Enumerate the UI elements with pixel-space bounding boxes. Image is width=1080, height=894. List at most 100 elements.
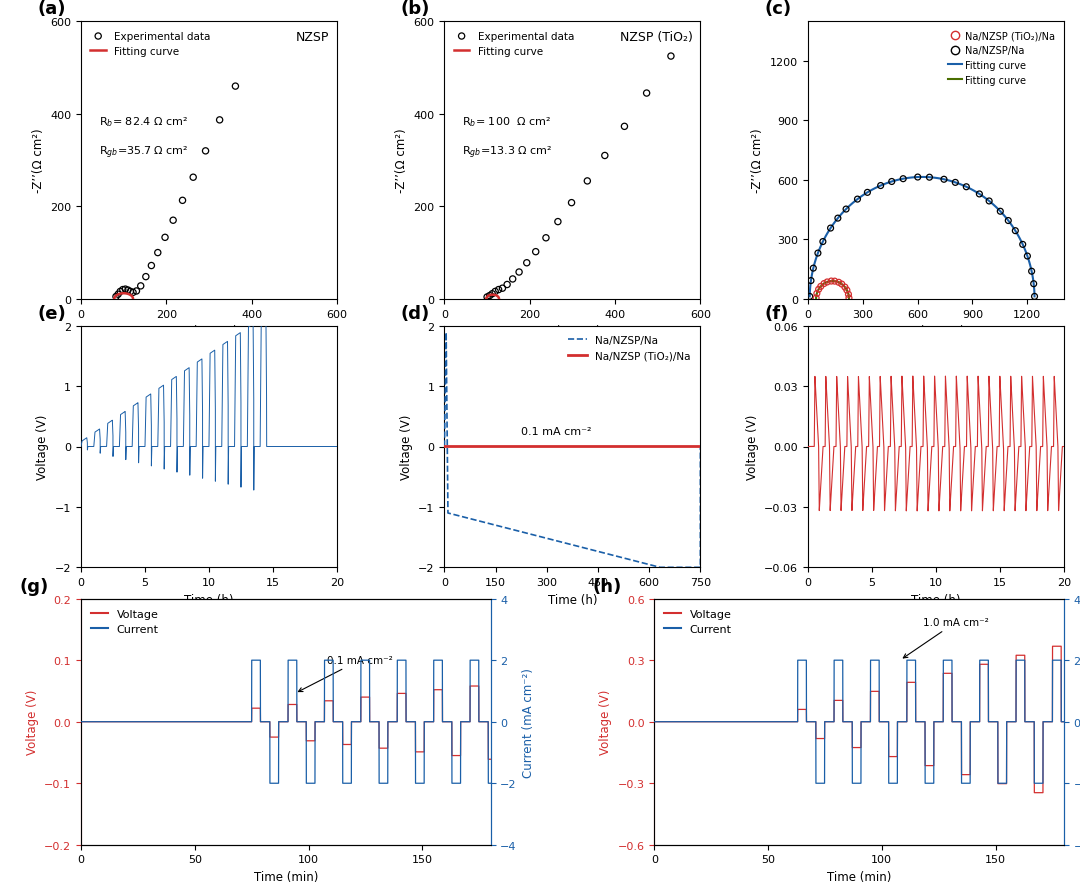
Legend: Experimental data, Fitting curve: Experimental data, Fitting curve xyxy=(449,28,578,61)
Line: Fitting curve: Fitting curve xyxy=(114,294,133,299)
Experimental data xyxy=(164,214,181,228)
Experimental data xyxy=(481,289,498,303)
Experimental data xyxy=(499,278,516,292)
Na/NZSP (TiO₂)/Na xyxy=(438,442,451,452)
X-axis label: Time (h): Time (h) xyxy=(912,593,960,606)
Na/NZSP (TiO₂)/Na xyxy=(590,442,603,452)
Text: (g): (g) xyxy=(19,578,49,595)
Point xyxy=(883,175,901,190)
X-axis label: Z’(Ω cm²): Z’(Ω cm²) xyxy=(544,325,600,338)
Experimental data xyxy=(662,50,679,64)
Fitting curve xyxy=(108,292,121,303)
Point xyxy=(1023,265,1040,279)
Y-axis label: -Z’’(Ω cm²): -Z’’(Ω cm²) xyxy=(31,129,44,193)
Fitting curve xyxy=(492,294,505,305)
Point xyxy=(840,291,858,306)
Y-axis label: Voltage (V): Voltage (V) xyxy=(37,414,50,480)
Point xyxy=(935,173,953,187)
Na/NZSP/Na xyxy=(590,546,603,557)
Point xyxy=(1014,238,1031,252)
Legend: Voltage, Current: Voltage, Current xyxy=(86,604,163,639)
Legend: Na/NZSP/Na, Na/NZSP (TiO₂)/Na: Na/NZSP/Na, Na/NZSP (TiO₂)/Na xyxy=(564,332,696,365)
Point xyxy=(826,274,843,289)
Point xyxy=(836,281,853,295)
Na/NZSP (TiO₂)/Na xyxy=(450,442,463,452)
Legend: Na/NZSP (TiO₂)/Na, Na/NZSP/Na, Fitting curve, Fitting curve: Na/NZSP (TiO₂)/Na, Na/NZSP/Na, Fitting c… xyxy=(944,27,1058,89)
X-axis label: Time (h): Time (h) xyxy=(548,593,597,606)
Text: NZSP (TiO₂): NZSP (TiO₂) xyxy=(620,30,692,44)
X-axis label: Z’(Ω cm²): Z’(Ω cm²) xyxy=(180,325,238,338)
Point xyxy=(823,274,840,289)
Na/NZSP (TiO₂)/Na xyxy=(600,442,613,452)
Point xyxy=(1000,215,1017,229)
Point xyxy=(814,235,832,249)
Na/NZSP (TiO₂)/Na xyxy=(530,442,543,452)
Experimental data xyxy=(111,285,129,299)
Na/NZSP/Na xyxy=(440,328,453,339)
Fitting curve xyxy=(123,290,136,300)
Experimental data xyxy=(122,285,139,299)
Y-axis label: Voltage (V): Voltage (V) xyxy=(400,414,413,480)
Text: R$_b$= 100  Ω cm²: R$_b$= 100 Ω cm² xyxy=(462,115,552,129)
Y-axis label: -Z’’(Ω cm²): -Z’’(Ω cm²) xyxy=(395,129,408,193)
Experimental data xyxy=(117,283,134,297)
Point xyxy=(815,277,833,291)
Point xyxy=(809,247,826,261)
Experimental data xyxy=(518,257,536,271)
Point xyxy=(840,288,858,302)
Text: R$_b$= 82.4 Ω cm²: R$_b$= 82.4 Ω cm² xyxy=(99,115,188,129)
Point xyxy=(801,290,819,304)
Experimental data xyxy=(109,288,126,302)
Line: Fitting curve: Fitting curve xyxy=(486,295,499,299)
Legend: Voltage, Current: Voltage, Current xyxy=(660,604,737,639)
Fitting curve xyxy=(492,293,505,304)
Experimental data xyxy=(550,215,567,230)
Point xyxy=(947,176,964,190)
Experimental data xyxy=(197,145,214,159)
Text: NZSP: NZSP xyxy=(296,30,329,44)
Text: (f): (f) xyxy=(765,305,788,323)
Na/NZSP (TiO₂)/Na xyxy=(642,442,654,452)
Experimental data xyxy=(124,286,141,300)
Text: 0.1 mA cm⁻²: 0.1 mA cm⁻² xyxy=(298,655,392,692)
Experimental data xyxy=(211,114,228,128)
Experimental data xyxy=(487,285,504,299)
Point xyxy=(1025,277,1042,291)
Point xyxy=(1007,224,1024,239)
Point xyxy=(838,283,855,298)
Fitting curve xyxy=(125,291,138,302)
Experimental data xyxy=(132,280,149,294)
Fitting curve xyxy=(486,290,499,300)
Experimental data xyxy=(149,246,166,260)
Point xyxy=(802,274,820,289)
Experimental data xyxy=(185,171,202,185)
Text: (d): (d) xyxy=(401,305,430,323)
Point xyxy=(833,277,850,291)
Fitting curve xyxy=(126,293,139,304)
Y-axis label: Current (mA cm⁻²): Current (mA cm⁻²) xyxy=(523,667,536,777)
Point xyxy=(1018,249,1036,264)
Point xyxy=(894,173,912,187)
Experimental data xyxy=(107,290,124,304)
Text: R$_{gb}$=13.3 Ω cm²: R$_{gb}$=13.3 Ω cm² xyxy=(462,145,553,161)
Experimental data xyxy=(137,270,154,284)
Experimental data xyxy=(114,283,132,298)
Point xyxy=(958,181,975,195)
Fitting curve xyxy=(491,291,504,302)
Na/NZSP (TiO₂)/Na xyxy=(627,442,640,452)
Point xyxy=(909,171,927,185)
Fitting curve xyxy=(126,293,139,304)
Na/NZSP/Na xyxy=(530,531,543,542)
Point xyxy=(859,186,876,200)
Fitting curve xyxy=(108,294,121,305)
Point xyxy=(837,203,854,217)
Point xyxy=(812,280,829,294)
Point xyxy=(981,195,998,209)
Na/NZSP/Na xyxy=(438,442,451,452)
Na/NZSP/Na xyxy=(600,549,613,560)
Experimental data xyxy=(579,174,596,189)
Experimental data xyxy=(127,284,145,299)
Na/NZSP/Na xyxy=(653,562,666,573)
Point xyxy=(822,222,839,236)
Na/NZSP/Na xyxy=(693,442,706,452)
